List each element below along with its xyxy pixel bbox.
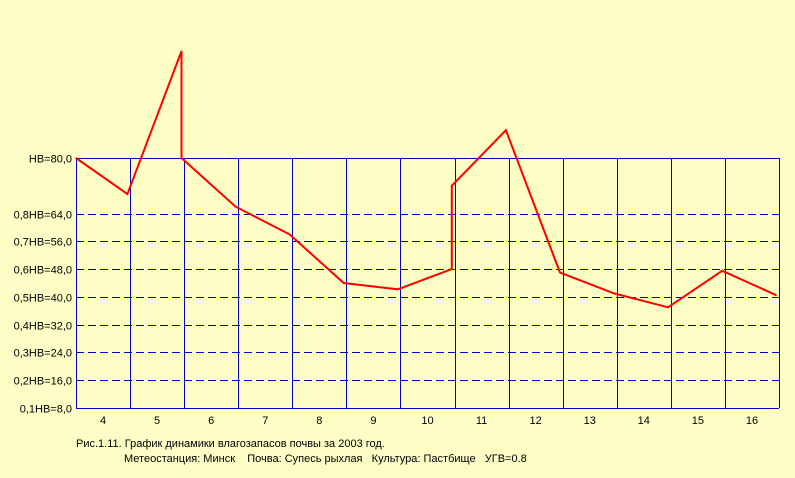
data-point	[234, 206, 237, 208]
y-tick-labels: НВ=80,0 0,8НВ=64,0 0,7НВ=56,0 0,6НВ=48,0 0,5…	[14, 154, 72, 416]
figure-caption: Рис.1.11. График динамики влагозапасов п…	[76, 438, 385, 450]
x-tick-label: 16	[746, 415, 758, 427]
data-point	[505, 129, 507, 131]
y-tick-label: 0,5НВ=40,0	[14, 293, 72, 305]
data-point	[397, 288, 399, 290]
data-point	[180, 157, 183, 159]
x-tick-label: 12	[530, 415, 542, 427]
data-point	[180, 50, 183, 52]
x-tick-label: 8	[316, 415, 322, 427]
y-tick-label: 0,6НВ=48,0	[14, 265, 72, 277]
data-point	[721, 270, 723, 272]
series-line	[75, 50, 777, 309]
y-tick-label: 0,2НВ=16,0	[14, 376, 72, 388]
series-layer	[75, 50, 777, 309]
x-tick-label: 9	[370, 415, 376, 427]
data-point	[343, 282, 345, 284]
data-point	[289, 233, 291, 235]
data-point	[775, 294, 777, 296]
y-tick-label: 0,1НВ=8,0	[20, 404, 72, 416]
data-point	[613, 292, 615, 294]
data-point	[451, 268, 453, 270]
y-tick-label: НВ=80,0	[29, 154, 72, 166]
x-tick-label: 6	[208, 415, 214, 427]
x-tick-label: 7	[262, 415, 268, 427]
figure-subcaption: Метеостанция: Минск Почва: Супесь рыхлая…	[124, 453, 527, 465]
y-tick-label: 0,4НВ=32,0	[14, 321, 72, 333]
x-tick-label: 5	[154, 415, 160, 427]
data-point	[75, 157, 77, 159]
y-tick-label: 0,3НВ=24,0	[14, 348, 72, 360]
x-tick-label: 14	[638, 415, 650, 427]
x-tick-label: 4	[100, 415, 106, 427]
x-tick-label: 11	[476, 415, 487, 427]
x-tick-label: 10	[421, 415, 433, 427]
y-tick-label: 0,8НВ=64,0	[14, 210, 72, 222]
data-point	[667, 306, 669, 308]
grid-layer	[76, 158, 780, 409]
x-tick-label: 13	[584, 415, 596, 427]
data-point	[451, 185, 453, 187]
x-tick-labels: 4 5 6 7 8 9 10 11 12 13 14 15 16	[100, 415, 758, 427]
x-tick-label: 15	[692, 415, 704, 427]
data-point	[126, 193, 128, 195]
y-tick-label: 0,7НВ=56,0	[14, 237, 72, 249]
data-point	[559, 272, 561, 274]
